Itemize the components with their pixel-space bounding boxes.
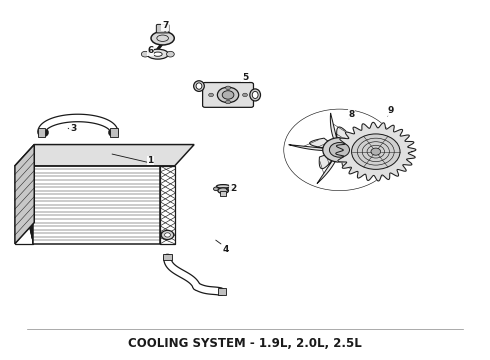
Circle shape xyxy=(323,138,356,162)
Ellipse shape xyxy=(217,185,230,188)
Polygon shape xyxy=(330,113,350,150)
Bar xyxy=(220,191,226,196)
Circle shape xyxy=(225,86,230,90)
Ellipse shape xyxy=(250,89,261,101)
Bar xyxy=(38,127,46,137)
Ellipse shape xyxy=(194,81,204,91)
Text: 2: 2 xyxy=(230,184,236,193)
Circle shape xyxy=(352,134,400,169)
Circle shape xyxy=(141,51,149,57)
Text: 6: 6 xyxy=(147,46,154,55)
Ellipse shape xyxy=(196,83,202,89)
Bar xyxy=(163,254,172,260)
Polygon shape xyxy=(289,138,340,150)
Text: 9: 9 xyxy=(387,107,393,116)
Ellipse shape xyxy=(214,187,219,191)
Text: 8: 8 xyxy=(348,110,355,119)
Circle shape xyxy=(222,91,234,99)
Circle shape xyxy=(243,93,247,97)
Ellipse shape xyxy=(228,187,233,191)
Text: 4: 4 xyxy=(222,244,229,253)
Ellipse shape xyxy=(147,49,169,59)
Circle shape xyxy=(165,233,171,237)
Polygon shape xyxy=(33,166,160,244)
Polygon shape xyxy=(340,132,385,153)
Polygon shape xyxy=(15,145,34,244)
Bar xyxy=(219,288,226,295)
Text: 3: 3 xyxy=(70,124,76,133)
Ellipse shape xyxy=(151,31,174,45)
Text: 5: 5 xyxy=(242,73,248,82)
FancyBboxPatch shape xyxy=(202,82,253,107)
Circle shape xyxy=(225,100,230,104)
Text: 1: 1 xyxy=(147,156,154,165)
Circle shape xyxy=(329,143,349,157)
Polygon shape xyxy=(336,122,416,181)
Ellipse shape xyxy=(218,188,228,193)
Circle shape xyxy=(209,93,214,97)
Polygon shape xyxy=(160,166,175,244)
Ellipse shape xyxy=(252,91,258,99)
Polygon shape xyxy=(15,145,194,166)
Polygon shape xyxy=(340,150,376,176)
Polygon shape xyxy=(15,166,33,244)
Circle shape xyxy=(218,87,239,103)
Bar xyxy=(110,127,118,137)
Circle shape xyxy=(161,230,174,239)
Text: 7: 7 xyxy=(162,21,168,30)
Circle shape xyxy=(167,51,174,57)
Circle shape xyxy=(371,148,381,155)
Polygon shape xyxy=(317,150,340,184)
Ellipse shape xyxy=(153,52,162,56)
Text: COOLING SYSTEM - 1.9L, 2.0L, 2.5L: COOLING SYSTEM - 1.9L, 2.0L, 2.5L xyxy=(128,337,362,350)
FancyBboxPatch shape xyxy=(156,24,169,33)
